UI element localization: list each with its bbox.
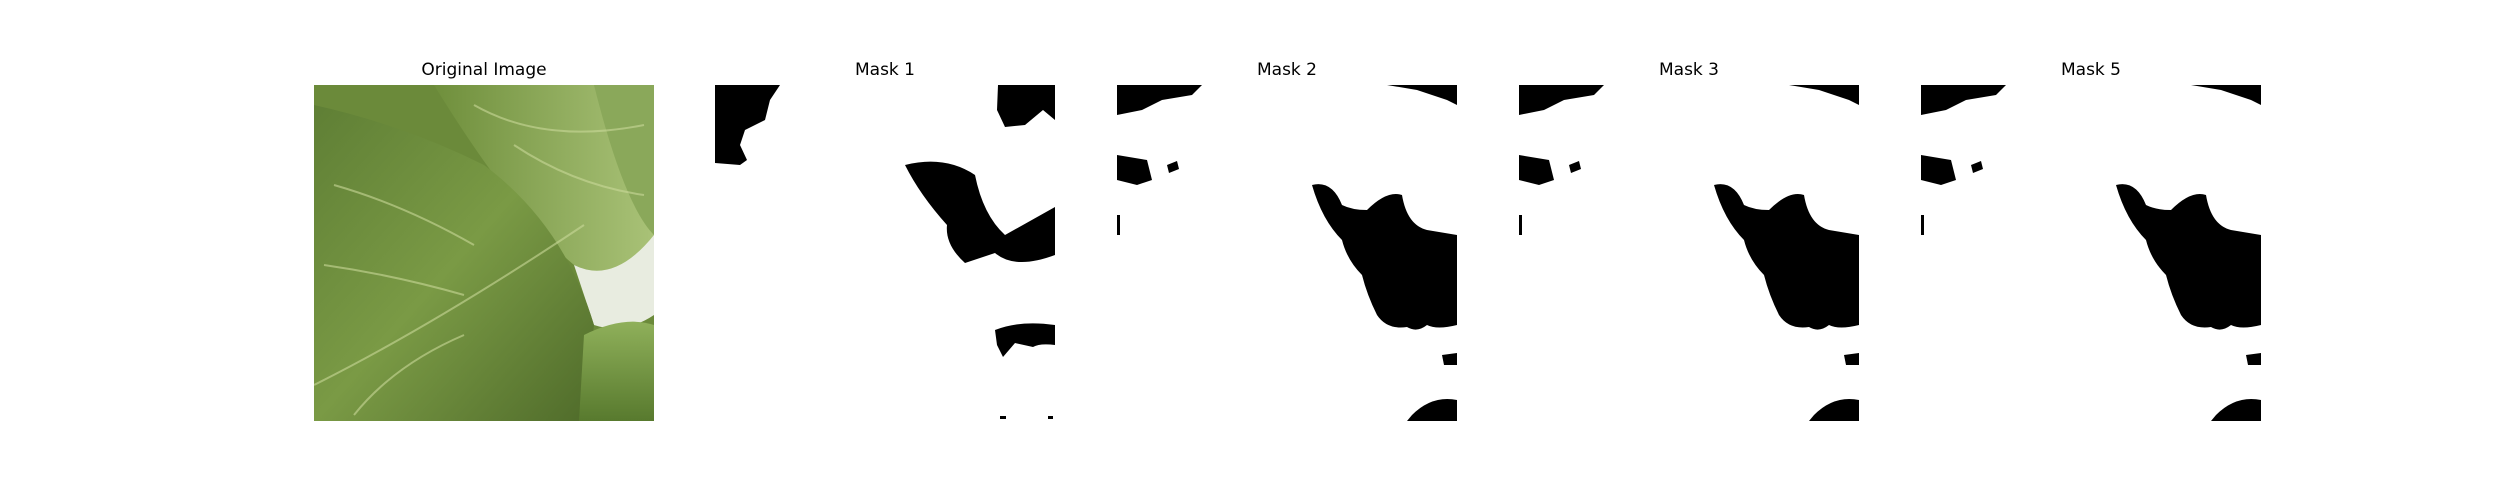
panel-mask-3: Mask 3 bbox=[1519, 0, 1859, 500]
panel-title: Original Image bbox=[421, 60, 547, 80]
panel-title: Mask 1 bbox=[854, 60, 915, 80]
mask-3-image bbox=[1519, 85, 1859, 421]
panel-original-image: Original Image bbox=[314, 0, 654, 500]
panel-title: Mask 5 bbox=[2060, 60, 2121, 80]
mask-5-image bbox=[1921, 85, 2261, 421]
panel-mask-5: Mask 5 bbox=[1921, 0, 2261, 500]
mask-1-image bbox=[715, 85, 1055, 421]
panel-title: Mask 2 bbox=[1256, 60, 1317, 80]
original-leaf-image bbox=[314, 85, 654, 421]
panel-title: Mask 3 bbox=[1658, 60, 1719, 80]
panel-mask-1: Mask 1 bbox=[715, 0, 1055, 500]
panel-mask-2: Mask 2 bbox=[1117, 0, 1457, 500]
mask-2-image bbox=[1117, 85, 1457, 421]
